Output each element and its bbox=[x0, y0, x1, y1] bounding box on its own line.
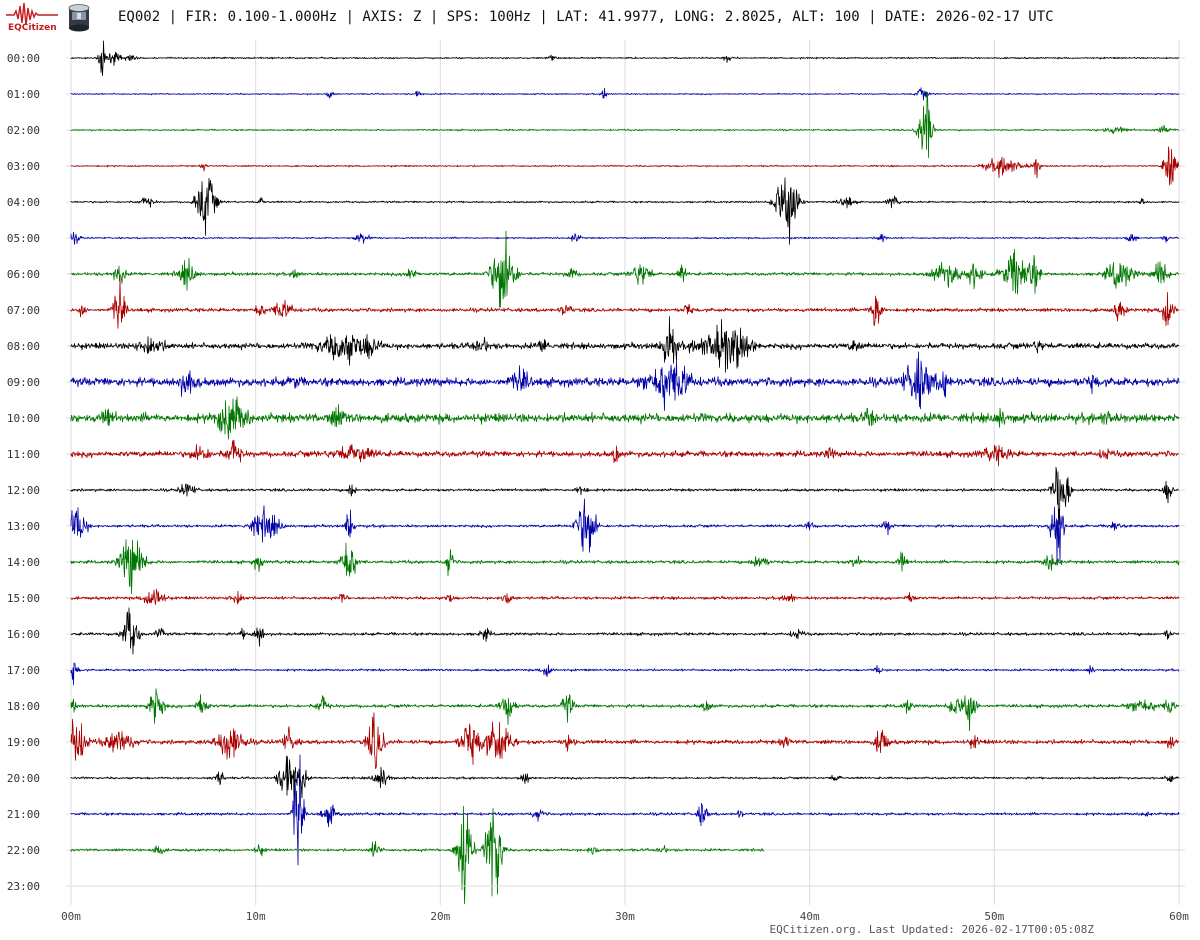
last-updated-footer: EQCitizen.org. Last Updated: 2026-02-17T… bbox=[769, 923, 1094, 936]
seismogram-trace bbox=[70, 712, 1180, 769]
row-time-label: 21:00 bbox=[7, 808, 40, 821]
header: EQCitizen EQ002 | FIR: 0.100-1.000Hz | A… bbox=[0, 0, 1200, 40]
row-time-label: 11:00 bbox=[7, 448, 40, 461]
x-tick-label: 00m bbox=[61, 910, 81, 923]
row-time-label: 12:00 bbox=[7, 484, 40, 497]
row-time-label: 15:00 bbox=[7, 592, 40, 605]
sensor-device-icon bbox=[68, 4, 90, 32]
row-time-label: 01:00 bbox=[7, 88, 40, 101]
row-time-label: 20:00 bbox=[7, 772, 40, 785]
row-time-label: 18:00 bbox=[7, 700, 40, 713]
x-tick-label: 30m bbox=[615, 910, 635, 923]
seismogram-trace bbox=[70, 351, 1180, 411]
row-time-label: 06:00 bbox=[7, 268, 40, 281]
seismogram-trace bbox=[70, 177, 1180, 245]
seismogram-trace bbox=[70, 607, 1180, 655]
seismogram-trace bbox=[70, 588, 1180, 605]
seismogram-trace bbox=[70, 439, 1180, 467]
row-time-label: 13:00 bbox=[7, 520, 40, 533]
seismogram-trace bbox=[70, 755, 1180, 803]
seismogram-trace bbox=[70, 87, 1180, 101]
row-time-label: 16:00 bbox=[7, 628, 40, 641]
row-time-label: 03:00 bbox=[7, 160, 40, 173]
seismogram-trace bbox=[70, 539, 1180, 595]
row-time-label: 09:00 bbox=[7, 376, 40, 389]
row-time-label: 00:00 bbox=[7, 52, 40, 65]
row-time-label: 04:00 bbox=[7, 196, 40, 209]
x-tick-label: 40m bbox=[800, 910, 820, 923]
seismogram-trace bbox=[70, 146, 1180, 186]
seismogram-trace bbox=[70, 396, 1180, 440]
x-tick-label: 60m bbox=[1169, 910, 1189, 923]
seismogram-trace bbox=[70, 805, 764, 905]
row-time-label: 02:00 bbox=[7, 124, 40, 137]
seismogram-trace bbox=[70, 662, 1180, 686]
row-time-label: 23:00 bbox=[7, 880, 40, 893]
row-time-label: 07:00 bbox=[7, 304, 40, 317]
seismogram-trace bbox=[70, 316, 1180, 373]
seismogram-trace bbox=[70, 754, 1180, 866]
row-time-label: 14:00 bbox=[7, 556, 40, 569]
row-time-label: 08:00 bbox=[7, 340, 40, 353]
seismogram-trace bbox=[70, 277, 1180, 329]
row-time-label: 10:00 bbox=[7, 412, 40, 425]
row-time-label: 19:00 bbox=[7, 736, 40, 749]
x-tick-label: 50m bbox=[984, 910, 1004, 923]
row-time-label: 17:00 bbox=[7, 664, 40, 677]
seismogram-trace bbox=[70, 498, 1180, 566]
x-tick-label: 20m bbox=[430, 910, 450, 923]
seismogram-trace bbox=[70, 92, 1180, 159]
seismograph-logo-icon bbox=[6, 2, 58, 26]
logo-text: EQCitizen bbox=[8, 23, 57, 33]
x-tick-label: 10m bbox=[246, 910, 266, 923]
seismogram-trace bbox=[70, 688, 1180, 732]
seismogram-trace bbox=[70, 231, 1179, 245]
seismogram-trace bbox=[70, 230, 1180, 308]
row-time-label: 22:00 bbox=[7, 844, 40, 857]
chart-title: EQ002 | FIR: 0.100-1.000Hz | AXIS: Z | S… bbox=[118, 9, 1054, 25]
seismogram-trace bbox=[70, 466, 1180, 526]
row-time-label: 05:00 bbox=[7, 232, 40, 245]
seismogram-trace bbox=[70, 40, 1179, 76]
